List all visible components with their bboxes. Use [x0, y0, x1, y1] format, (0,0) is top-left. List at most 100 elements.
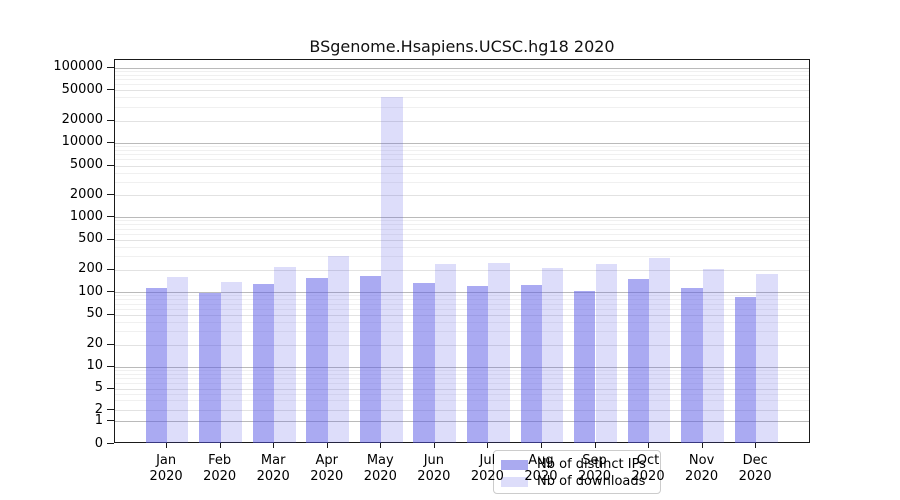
- y-tick-label-20000: 20000: [61, 112, 103, 127]
- bar-downloads-mar: [274, 267, 296, 443]
- x-tick-jul: [487, 443, 489, 448]
- bar-distinct-ips-oct: [627, 279, 650, 443]
- gridline-2: [115, 410, 809, 411]
- y-tick-500: [107, 238, 114, 240]
- x-tick-apr: [326, 443, 328, 448]
- y-tick-label-2: 2: [94, 401, 103, 417]
- x-tick-feb: [219, 443, 221, 448]
- x-tick-mar: [273, 443, 275, 448]
- bar-downloads-jul: [488, 263, 510, 443]
- y-tick-100: [107, 291, 114, 292]
- bar-distinct-ips-aug: [520, 285, 542, 443]
- gridline-300: [115, 256, 809, 258]
- gridline-40: [115, 321, 809, 323]
- x-tick-label-aug: Aug 2020: [524, 453, 558, 484]
- gridline-200: [115, 269, 809, 271]
- legend: Nb of distinct IPs Nb of downloads: [493, 450, 661, 494]
- bar-distinct-ips-jul: [467, 286, 489, 443]
- x-tick-nov: [701, 443, 703, 448]
- bar-distinct-ips-apr: [306, 277, 328, 443]
- x-tick-label-sep: Sep 2020: [577, 453, 612, 484]
- x-tick-label-feb: Feb 2020: [203, 453, 237, 484]
- gridline-70000: [115, 79, 809, 81]
- gridline-1000: [115, 217, 809, 218]
- bar-distinct-ips-nov: [681, 288, 703, 443]
- bar-distinct-ips-may: [359, 276, 382, 443]
- plot-area: Nb of distinct IPs Nb of downloads: [114, 59, 810, 494]
- gridline-7000: [115, 154, 809, 156]
- x-tick-label-mar: Mar 2020: [256, 453, 290, 484]
- gridline-700: [115, 228, 809, 230]
- y-tick-label-1000: 1000: [69, 208, 103, 224]
- gridline-20: [115, 344, 809, 346]
- x-tick-oct: [648, 443, 650, 448]
- x-tick-label-jun: Jun 2020: [417, 453, 451, 484]
- y-tick-50: [107, 313, 114, 315]
- bar-downloads-jan: [167, 276, 189, 443]
- bar-downloads-feb: [220, 282, 243, 443]
- y-tick-label-50000: 50000: [61, 81, 103, 97]
- bar-distinct-ips-dec: [734, 296, 757, 443]
- y-tick-label-50: 50: [86, 306, 103, 322]
- gridline-20000: [115, 120, 809, 122]
- y-tick-10: [107, 365, 114, 367]
- y-tick-label-0: 0: [94, 435, 103, 451]
- y-tick-label-5000: 5000: [69, 157, 103, 172]
- legend-entry-distinct-ips: Nb of distinct IPs: [501, 456, 652, 473]
- gridline-1: [115, 421, 809, 422]
- y-tick-5000: [107, 164, 114, 166]
- y-tick-200: [107, 268, 114, 270]
- gridline-90000: [115, 71, 809, 72]
- gridline-900: [115, 220, 809, 222]
- gridline-6: [115, 382, 809, 384]
- legend-entry-downloads: Nb of downloads: [501, 473, 652, 490]
- gridline-10: [115, 366, 809, 368]
- gridline-3000: [115, 181, 809, 183]
- y-tick-label-10000: 10000: [61, 134, 103, 149]
- bar-distinct-ips-mar: [252, 284, 275, 443]
- gridline-30: [115, 331, 809, 333]
- gridline-4000: [115, 172, 809, 174]
- gridline-30000: [115, 107, 809, 108]
- y-tick-label-5: 5: [94, 380, 103, 395]
- gridline-800: [115, 224, 809, 226]
- y-tick-100000: [107, 66, 114, 68]
- gridline-3: [115, 400, 809, 402]
- x-tick-label-oct: Oct 2020: [631, 453, 665, 484]
- bar-distinct-ips-jan: [145, 288, 168, 443]
- gridline-7: [115, 377, 809, 379]
- y-tick-label-100: 100: [78, 283, 103, 299]
- x-tick-jun: [433, 443, 435, 448]
- gridline-90: [115, 295, 809, 297]
- gridline-50000: [115, 90, 809, 91]
- gridline-500: [115, 239, 809, 241]
- gridline-8: [115, 373, 809, 375]
- gridline-80: [115, 299, 809, 301]
- gridline-5: [115, 388, 809, 390]
- legend-swatch-downloads: [501, 476, 528, 487]
- gridline-6000: [115, 159, 809, 161]
- legend-swatch-distinct-ips: [501, 459, 528, 470]
- gridline-70: [115, 303, 809, 305]
- gridline-10000: [115, 142, 809, 144]
- gridline-400: [115, 246, 809, 248]
- x-tick-label-nov: Nov 2020: [685, 453, 719, 484]
- y-tick-label-100000: 100000: [53, 59, 103, 75]
- bar-distinct-ips-feb: [199, 293, 221, 443]
- x-tick-label-may: May 2020: [363, 453, 397, 484]
- y-tick-label-20: 20: [86, 336, 103, 352]
- y-tick-label-10: 10: [86, 358, 103, 374]
- gridline-50: [115, 314, 809, 316]
- x-tick-aug: [540, 443, 542, 448]
- bar-downloads-jun: [434, 264, 457, 443]
- x-tick-label-jan: Jan 2020: [149, 453, 183, 484]
- bar-downloads-apr: [327, 256, 350, 443]
- y-tick-label-200: 200: [78, 261, 103, 276]
- legend-label-downloads: Nb of downloads: [537, 474, 646, 489]
- x-tick-dec: [755, 443, 757, 448]
- x-tick-label-jul: Jul 2020: [470, 453, 504, 484]
- bar-downloads-oct: [649, 257, 671, 443]
- y-tick-50000: [107, 89, 114, 90]
- y-tick-0: [107, 443, 114, 444]
